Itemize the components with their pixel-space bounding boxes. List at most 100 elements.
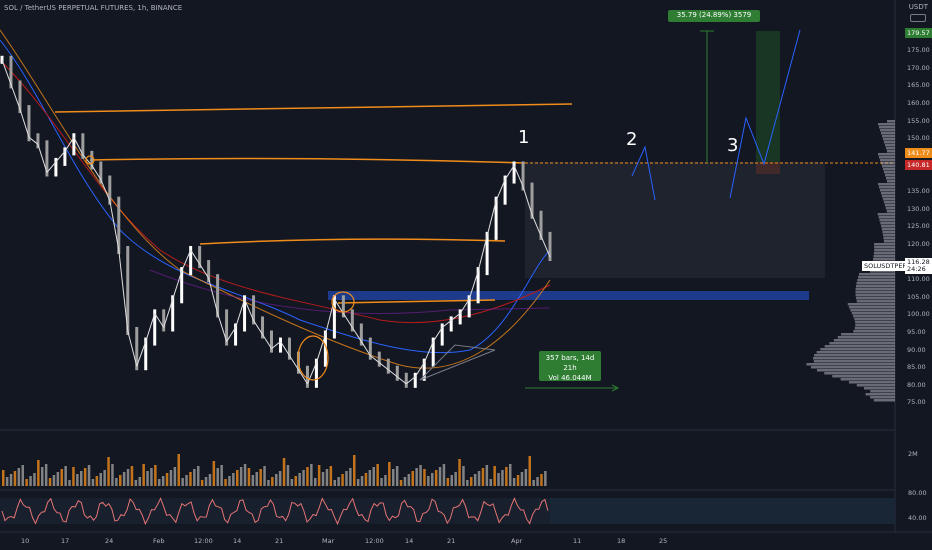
volume-bar bbox=[466, 480, 469, 486]
profile-bar bbox=[873, 258, 895, 261]
profile-bar bbox=[849, 306, 895, 309]
profile-bar bbox=[869, 270, 895, 273]
profile-bar bbox=[851, 312, 895, 315]
resistance-line-top bbox=[54, 103, 573, 113]
volume-bar bbox=[497, 473, 500, 486]
profile-bar bbox=[856, 297, 895, 300]
volume-bar bbox=[321, 472, 325, 486]
profile-bar bbox=[850, 309, 895, 312]
price-path bbox=[226, 327, 236, 342]
time-tick: Apr bbox=[511, 537, 523, 545]
price-path bbox=[379, 362, 389, 371]
volume-bar bbox=[314, 478, 317, 486]
volume-bar bbox=[228, 476, 231, 486]
volume-bar bbox=[493, 466, 496, 486]
price-path bbox=[136, 341, 147, 367]
profile-bar bbox=[880, 222, 895, 225]
volume-bar bbox=[306, 467, 309, 486]
price-path bbox=[423, 341, 434, 363]
profile-bar bbox=[874, 243, 895, 246]
last-price-tag: 116.28 24:26 bbox=[905, 258, 932, 274]
profile-bar bbox=[881, 228, 895, 231]
price-tick: 120.00 bbox=[907, 239, 930, 248]
profile-bar bbox=[883, 201, 895, 204]
volume-bar bbox=[119, 475, 122, 486]
volume-bar bbox=[345, 471, 348, 486]
profile-bar bbox=[882, 135, 895, 138]
wave-label-3: 3 bbox=[727, 135, 739, 156]
profile-bar bbox=[879, 219, 895, 222]
volume-bar bbox=[278, 471, 282, 486]
volume-bar bbox=[360, 476, 364, 486]
volume-bar bbox=[489, 479, 492, 486]
volume-bar bbox=[294, 476, 297, 486]
profile-bar bbox=[813, 360, 895, 363]
volume-bar bbox=[442, 464, 446, 486]
volume-bar bbox=[353, 455, 356, 486]
price-tick: 85.00 bbox=[907, 363, 926, 372]
profile-bar bbox=[883, 237, 895, 240]
price-path bbox=[289, 355, 299, 371]
wave-label-2: 2 bbox=[626, 129, 638, 150]
profile-bar bbox=[848, 381, 895, 384]
profile-bar bbox=[877, 213, 895, 216]
volume-bar bbox=[333, 480, 336, 486]
volume-bar bbox=[243, 464, 247, 486]
volume-bar bbox=[138, 477, 141, 486]
price-path bbox=[64, 137, 75, 152]
volume-bar bbox=[403, 477, 407, 486]
volume-bar bbox=[454, 472, 457, 486]
profile-bar bbox=[856, 282, 895, 285]
volume-bar bbox=[161, 476, 165, 486]
volume-bar bbox=[193, 469, 196, 486]
price-path bbox=[10, 84, 21, 110]
profile-bar bbox=[886, 147, 895, 150]
profile-bar bbox=[882, 198, 895, 201]
price-path bbox=[298, 369, 308, 385]
profile-bar bbox=[873, 255, 895, 258]
profile-bar bbox=[878, 123, 895, 126]
volume-bar bbox=[528, 456, 531, 486]
time-tick: 10 bbox=[21, 537, 30, 545]
volume-bar bbox=[544, 471, 547, 486]
price-path bbox=[253, 320, 263, 335]
price-tick: 75.00 bbox=[907, 398, 926, 407]
volume-bar bbox=[60, 469, 63, 486]
price-path bbox=[280, 341, 290, 356]
profile-bar bbox=[882, 231, 895, 234]
price-path bbox=[46, 161, 57, 173]
price-tick: 155.00 bbox=[907, 116, 930, 125]
profile-bar bbox=[856, 300, 895, 303]
volume-bar bbox=[87, 465, 91, 486]
profile-bar bbox=[884, 204, 895, 207]
profile-bar bbox=[886, 210, 895, 213]
volume-bar bbox=[368, 470, 372, 486]
profile-bar bbox=[884, 174, 895, 177]
projection-path bbox=[631, 145, 656, 201]
volume-bar bbox=[200, 480, 204, 486]
volume-bar bbox=[83, 468, 87, 486]
profile-bar bbox=[854, 318, 895, 321]
price-path bbox=[333, 299, 344, 314]
volume-bar bbox=[44, 464, 48, 486]
volume-bar bbox=[341, 474, 344, 486]
profile-bar bbox=[870, 390, 895, 393]
profile-bar bbox=[814, 354, 895, 357]
volume-bar bbox=[419, 465, 422, 486]
price-tick: 100.00 bbox=[907, 310, 930, 319]
currency-label[interactable]: USDT bbox=[908, 3, 928, 11]
profile-bar bbox=[857, 279, 895, 282]
volume-bar bbox=[251, 475, 255, 486]
volume-bar bbox=[427, 476, 430, 486]
volume-bar bbox=[384, 475, 387, 486]
volume-bar bbox=[52, 475, 56, 486]
volume-bar bbox=[68, 480, 71, 486]
profile-bar bbox=[870, 396, 895, 399]
price-path bbox=[540, 235, 551, 258]
volume-bar bbox=[271, 477, 274, 486]
time-tick: 21 bbox=[275, 537, 284, 545]
price-tick: 165.00 bbox=[907, 81, 930, 90]
price-path bbox=[19, 108, 30, 138]
symbol-header: SOL / TetherUS PERPETUAL FUTURES, 1h, BI… bbox=[4, 4, 183, 12]
